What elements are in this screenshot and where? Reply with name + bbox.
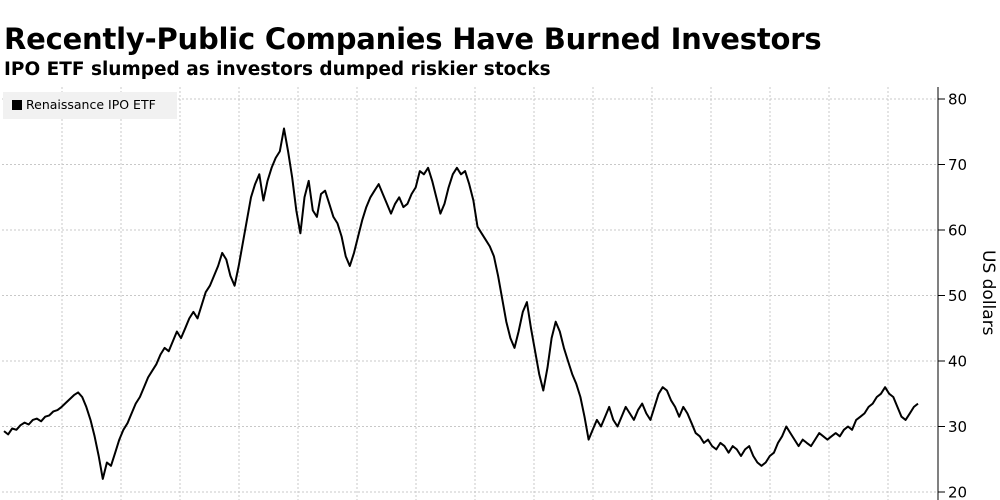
legend-label: Renaissance IPO ETF <box>26 97 156 112</box>
y-axis: 20 30 40 50 60 70 80 <box>937 87 967 500</box>
gridlines <box>2 87 938 500</box>
y-tick-label: 40 <box>948 353 967 371</box>
y-tick-label: 80 <box>948 91 967 109</box>
chart-title: Recently-Public Companies Have Burned In… <box>4 22 822 56</box>
series-line-renaissance-ipo-etf <box>3 127 919 480</box>
y-tick-label: 30 <box>948 418 967 436</box>
y-tick-label: 20 <box>948 484 967 500</box>
y-tick-label: 60 <box>948 222 967 240</box>
legend: Renaissance IPO ETF <box>3 92 177 119</box>
y-axis-title: US dollars <box>978 250 998 336</box>
legend-swatch <box>12 100 22 110</box>
y-tick-label: 70 <box>948 156 967 174</box>
chart-subtitle: IPO ETF slumped as investors dumped risk… <box>4 59 551 80</box>
legend-background <box>3 92 177 119</box>
y-tick-label: 50 <box>948 287 967 305</box>
